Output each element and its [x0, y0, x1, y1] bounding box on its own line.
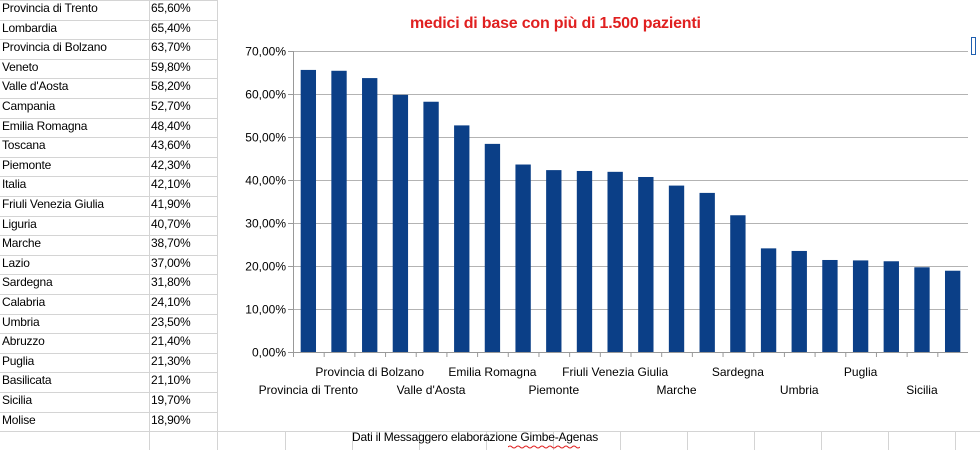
bar[interactable]: [638, 176, 654, 352]
bar[interactable]: [515, 164, 531, 352]
x-tick-label: Marche: [657, 383, 697, 397]
percent-cell[interactable]: 19,70%: [151, 393, 191, 407]
chart-title: medici di base con più di 1.500 pazienti: [410, 15, 701, 32]
percent-cell[interactable]: 31,80%: [151, 275, 191, 290]
region-cell[interactable]: Provincia di Trento: [2, 1, 98, 15]
region-cell[interactable]: Marche: [2, 236, 41, 251]
percent-cell[interactable]: 40,70%: [151, 216, 191, 231]
region-cell[interactable]: Emilia Romagna: [2, 118, 88, 133]
percent-cell[interactable]: 21,10%: [151, 373, 191, 388]
bar[interactable]: [730, 215, 746, 352]
percent-cell[interactable]: 48,40%: [151, 118, 191, 133]
x-tick-label: Friuli Venezia Giulia: [562, 365, 668, 379]
y-tick-label: 40,00%: [245, 174, 286, 188]
region-cell[interactable]: Umbria: [2, 314, 40, 329]
bar[interactable]: [546, 170, 562, 352]
x-tick-label: Sicilia: [906, 383, 938, 397]
percent-cell[interactable]: 65,60%: [151, 1, 191, 15]
bar[interactable]: [454, 125, 470, 352]
region-cell[interactable]: Abruzzo: [2, 334, 45, 349]
x-tick-label: Valle d'Aosta: [397, 383, 466, 397]
percent-cell[interactable]: 58,20%: [151, 79, 191, 94]
spellcheck-underline: [508, 445, 580, 449]
region-cell[interactable]: Provincia di Bolzano: [2, 40, 107, 55]
bar[interactable]: [699, 192, 715, 352]
bar[interactable]: [576, 170, 593, 352]
y-tick-label: 30,00%: [245, 217, 286, 231]
region-cell[interactable]: Basilicata: [2, 373, 52, 388]
percent-cell[interactable]: 43,60%: [151, 138, 191, 153]
bar[interactable]: [852, 260, 869, 352]
y-tick-label: 0,00%: [252, 346, 286, 360]
x-tick-label: Umbria: [780, 383, 819, 397]
x-tick-label: Puglia: [844, 365, 878, 379]
cell-selection-marker[interactable]: [971, 37, 976, 55]
region-cell[interactable]: Campania: [2, 99, 56, 113]
percent-cell[interactable]: 63,70%: [151, 40, 191, 55]
region-cell[interactable]: Italia: [2, 177, 27, 192]
x-tick-label: Provincia di Bolzano: [315, 365, 424, 379]
x-tick-label: Sardegna: [712, 365, 764, 379]
bar[interactable]: [362, 78, 378, 352]
bar[interactable]: [484, 143, 501, 352]
percent-cell[interactable]: 59,80%: [151, 59, 191, 74]
bar[interactable]: [791, 250, 807, 352]
region-cell[interactable]: Liguria: [2, 216, 37, 231]
percent-cell[interactable]: 52,70%: [151, 99, 191, 113]
y-tick-label: 70,00%: [245, 45, 286, 59]
region-cell[interactable]: Valle d'Aosta: [2, 79, 69, 94]
bar[interactable]: [668, 185, 685, 352]
percent-cell[interactable]: 21,40%: [151, 334, 191, 349]
bar[interactable]: [760, 248, 777, 352]
region-cell[interactable]: Lazio: [2, 255, 30, 270]
percent-cell[interactable]: 23,50%: [151, 314, 191, 329]
x-tick-label: Piemonte: [528, 383, 579, 397]
y-tick-label: 10,00%: [245, 303, 286, 317]
bar[interactable]: [607, 171, 623, 352]
region-cell[interactable]: Lombardia: [2, 20, 57, 35]
region-cell[interactable]: Veneto: [2, 59, 39, 74]
y-tick-label: 50,00%: [245, 131, 286, 145]
source-note: Dati il Messaggero elaborazione Gimbe-Ag…: [352, 430, 599, 444]
percent-cell[interactable]: 18,90%: [151, 412, 191, 427]
percent-cell[interactable]: 37,00%: [151, 255, 191, 270]
percent-cell[interactable]: 38,70%: [151, 236, 191, 251]
percent-cell[interactable]: 24,10%: [151, 295, 191, 309]
percent-cell[interactable]: 41,90%: [151, 197, 191, 211]
bar[interactable]: [300, 69, 317, 353]
percent-cell[interactable]: 65,40%: [151, 20, 191, 35]
y-tick-label: 20,00%: [245, 260, 286, 274]
bar[interactable]: [822, 259, 838, 352]
x-tick-label: Provincia di Trento: [259, 383, 359, 397]
bar[interactable]: [392, 94, 409, 353]
region-cell[interactable]: Sardegna: [2, 275, 53, 290]
bar[interactable]: [914, 267, 930, 352]
y-tick-label: 60,00%: [245, 88, 286, 102]
bar[interactable]: [944, 270, 961, 352]
percent-cell[interactable]: 42,10%: [151, 177, 191, 192]
region-cell[interactable]: Sicilia: [2, 393, 32, 407]
region-cell[interactable]: Calabria: [2, 295, 46, 309]
region-cell[interactable]: Piemonte: [2, 157, 52, 172]
region-cell[interactable]: Puglia: [2, 353, 35, 368]
bar[interactable]: [331, 70, 347, 352]
percent-cell[interactable]: 21,30%: [151, 353, 191, 368]
bar[interactable]: [883, 261, 899, 352]
percent-cell[interactable]: 42,30%: [151, 157, 191, 172]
bar[interactable]: [423, 101, 439, 353]
region-cell[interactable]: Friuli Venezia Giulia: [2, 197, 104, 211]
x-tick-label: Emilia Romagna: [448, 365, 536, 379]
region-cell[interactable]: Toscana: [2, 138, 46, 153]
region-cell[interactable]: Molise: [2, 412, 36, 427]
